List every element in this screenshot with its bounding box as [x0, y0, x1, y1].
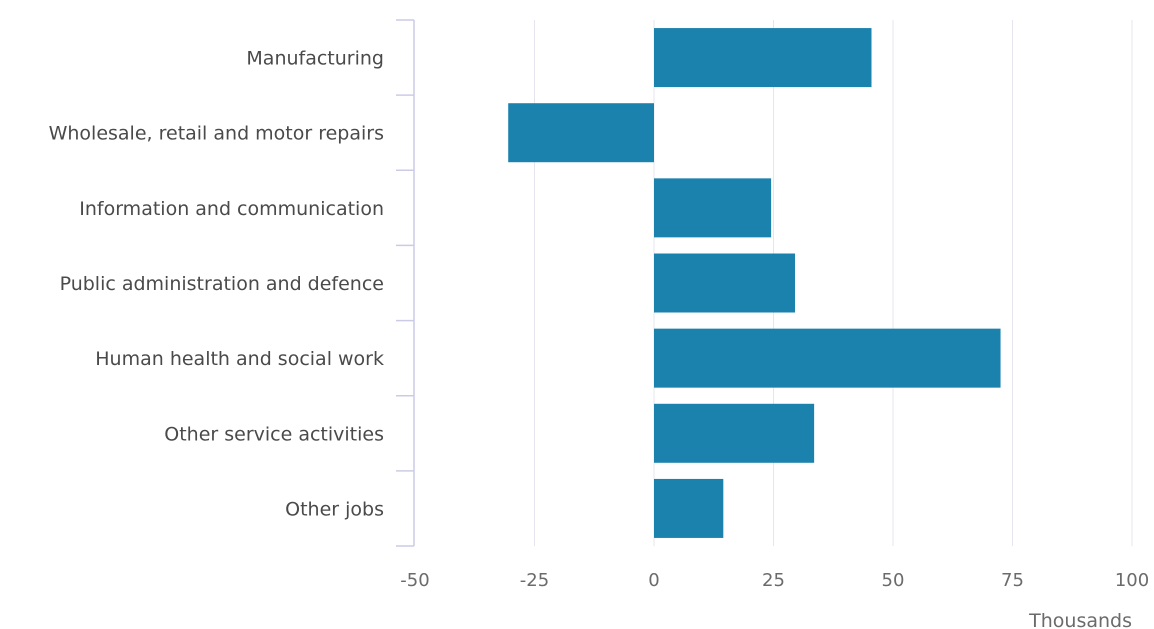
x-axis-unit-label: Thousands [1028, 610, 1132, 629]
bar [654, 478, 724, 538]
bar [508, 103, 654, 163]
category-label: Information and communication [79, 198, 384, 220]
category-label: Public administration and defence [60, 273, 384, 295]
category-label: Wholesale, retail and motor repairs [49, 123, 384, 145]
bar [654, 178, 772, 238]
x-tick-label: 75 [1001, 570, 1024, 591]
bar [654, 403, 815, 463]
x-tick-label: 50 [882, 570, 905, 591]
x-tick-label: -25 [520, 570, 549, 591]
bar [654, 328, 1001, 388]
category-axis: Manufacturing Wholesale, retail and motor… [49, 19, 415, 547]
x-tick-label: -50 [400, 570, 429, 591]
category-label: Manufacturing [246, 48, 384, 70]
x-tick-label: 25 [762, 570, 785, 591]
bar [654, 28, 872, 88]
bars [508, 28, 1001, 538]
gridlines [534, 20, 1133, 546]
value-axis: -50 -25 0 25 50 75 100 [400, 570, 1149, 591]
category-label: Other jobs [285, 498, 384, 520]
x-tick-label: 0 [648, 570, 659, 591]
x-tick-label: 100 [1115, 570, 1149, 591]
bar [654, 253, 796, 313]
category-label: Other service activities [164, 423, 384, 445]
category-label: Human health and social work [95, 348, 384, 370]
